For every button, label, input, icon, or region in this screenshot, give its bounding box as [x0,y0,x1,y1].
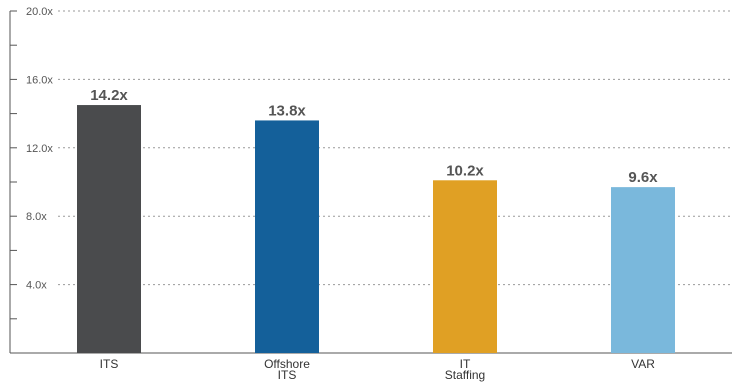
data-label: 14.2x [90,87,128,104]
y-tick-label: 16.0x [26,74,53,86]
bar-its [77,105,141,353]
category-label: VAR [631,357,655,371]
category-label: Offshore [264,357,310,371]
y-tick-label: 8.0x [26,211,47,223]
category-label: IT [460,357,471,371]
category-label: ITS [278,368,297,382]
bar-var [611,187,675,353]
y-tick-label: 20.0x [26,6,53,18]
bar-it-staffing [433,180,497,353]
data-label: 13.8x [268,102,306,119]
y-tick-label: 12.0x [26,143,53,155]
data-label: 9.6x [628,169,658,186]
data-labels: 14.2x 13.8x 10.2x 9.6x [90,87,658,186]
bar-offshore-its [255,120,319,353]
category-label: ITS [100,357,119,371]
category-label: Staffing [445,368,485,382]
y-tick-label: 4.0x [26,280,47,292]
bars [77,105,675,353]
data-label: 10.2x [446,162,484,179]
